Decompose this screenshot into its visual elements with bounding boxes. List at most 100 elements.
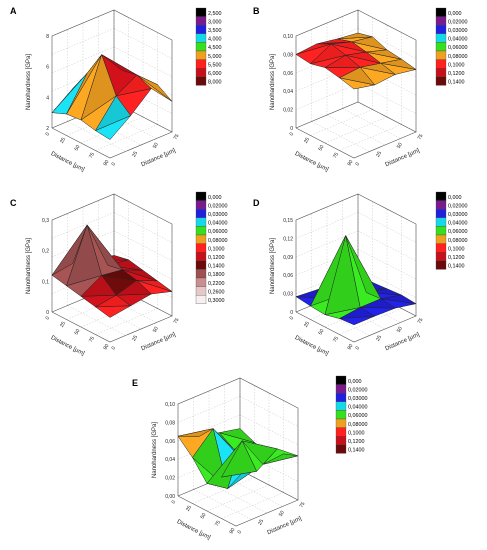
legend-swatch <box>195 191 207 201</box>
legend-label: 0,03000 <box>208 212 228 218</box>
legend-swatch <box>195 200 207 210</box>
surface-facet <box>262 453 299 465</box>
left-wall-frame <box>295 193 359 312</box>
panel-letter: C <box>10 198 17 208</box>
legend-label: 0,2200 <box>208 281 225 287</box>
x-tick-label: 90 <box>103 343 111 351</box>
z-tick-label: 0,2 <box>42 249 49 255</box>
x-tick-label: 75 <box>332 151 340 159</box>
z-tick-label: 0,02 <box>283 108 293 114</box>
legend-label: 0,06000 <box>448 229 468 235</box>
legend-swatch <box>435 7 447 17</box>
z-tick-label: 0,08 <box>283 52 293 58</box>
legend-label: 0,02000 <box>208 203 228 209</box>
surface <box>177 428 299 489</box>
z-tick-label: 0,00 <box>165 494 175 500</box>
x-tick-label: 25 <box>303 320 311 328</box>
surface <box>51 54 173 140</box>
surface-facet <box>80 275 117 297</box>
legend-label: 0,04000 <box>448 37 468 43</box>
legend-label: 0,1400 <box>348 448 365 454</box>
z-tick-label: 0,04 <box>165 457 175 463</box>
legend: 0,000 0,02000 0,03000 0,04000 0,06000 0,08000… <box>335 375 368 454</box>
z-tick-label: 0 <box>290 310 293 316</box>
surface-facet <box>324 235 361 315</box>
x-tick-label: 90 <box>347 343 355 351</box>
x-tick-label: 50 <box>74 328 82 336</box>
x-tick-label: 75 <box>88 151 96 159</box>
y-axis-label: Distance [µm] <box>267 516 303 537</box>
left-wall-frame <box>177 377 241 496</box>
surface-facet <box>241 440 278 465</box>
legend-swatch <box>195 243 207 253</box>
legend-swatch <box>335 375 347 385</box>
z-tick-label: 0,08 <box>165 420 175 426</box>
z-tick-label: 0,09 <box>283 255 293 261</box>
x-tick-label: 0 <box>289 315 296 321</box>
legend-swatch <box>435 68 447 77</box>
legend-swatch <box>195 226 207 236</box>
x-axis-label: Distance [µm] <box>294 151 330 173</box>
y-tick-label: 0 <box>355 161 362 167</box>
y-tick-label: 75 <box>173 317 181 325</box>
legend-label: 0,1200 <box>208 255 225 261</box>
z-tick-label: 0,10 <box>283 34 293 40</box>
legend-label: 0,1200 <box>448 71 465 77</box>
z-axis-label: Nanohardness [GPa] <box>26 238 32 294</box>
legend-label: 0,1400 <box>448 80 465 86</box>
x-tick-label: 25 <box>303 136 311 144</box>
x-tick-label: 0 <box>45 315 52 321</box>
y-tick-label: 0 <box>111 161 118 167</box>
legend-label: 5,500 <box>208 62 222 68</box>
surface-facet <box>324 54 361 68</box>
surface-facet <box>86 224 123 271</box>
legend-swatch <box>435 25 447 34</box>
x-tick-label: 50 <box>318 328 326 336</box>
legend-label: 0,02000 <box>448 19 468 25</box>
z-tick-label: 2 <box>46 126 49 132</box>
panel-letter: E <box>132 378 138 388</box>
legend-swatch <box>435 200 447 210</box>
legend-label: 0,03000 <box>448 28 468 34</box>
back-wall-frame <box>239 377 299 500</box>
x-tick-label: 90 <box>103 159 111 167</box>
legend-label: 0,1200 <box>348 439 365 445</box>
y-tick-label: 75 <box>299 501 307 509</box>
surface-facet <box>366 288 402 296</box>
surface <box>295 32 417 90</box>
legend-swatch <box>195 7 207 17</box>
surface-facet <box>330 41 367 53</box>
surface-facet <box>351 36 388 51</box>
surface-facet <box>80 54 117 121</box>
surface-facet <box>177 428 214 437</box>
legend-label: 4,500 <box>208 45 222 51</box>
legend-swatch <box>195 252 207 261</box>
legend: 0,000 0,02000 0,03000 0,04000 0,06000 0,08000… <box>435 191 468 270</box>
legend-label: 0,2600 <box>208 289 225 295</box>
z-axis-label: Nanohardness [GPa] <box>152 422 158 478</box>
legend-swatch <box>195 277 207 287</box>
legend-swatch <box>195 286 207 296</box>
legend-label: 6,000 <box>208 71 222 77</box>
legend-swatch <box>335 410 347 420</box>
legend-swatch <box>435 226 447 236</box>
legend-label: 0,06000 <box>448 45 468 51</box>
y-tick-label: 75 <box>173 133 181 141</box>
legend-swatch <box>435 76 447 86</box>
surface-facet <box>51 224 88 276</box>
z-tick-label: 0,03 <box>283 292 293 298</box>
left-wall-frame <box>51 193 115 312</box>
surface-facet <box>136 74 173 102</box>
x-axis-label: Distance [µm] <box>176 519 212 541</box>
surface <box>295 235 417 326</box>
legend-swatch <box>195 269 207 279</box>
surface-facet <box>339 307 375 319</box>
surface-facet <box>136 280 173 292</box>
surface-facet <box>115 74 152 97</box>
x-axis-label: Distance [µm] <box>50 335 86 357</box>
legend-label: 0,1400 <box>208 264 225 270</box>
legend: 2,500 3,000 3,500 4,000 4,500 5,000 5,500 6,000… <box>195 7 222 86</box>
